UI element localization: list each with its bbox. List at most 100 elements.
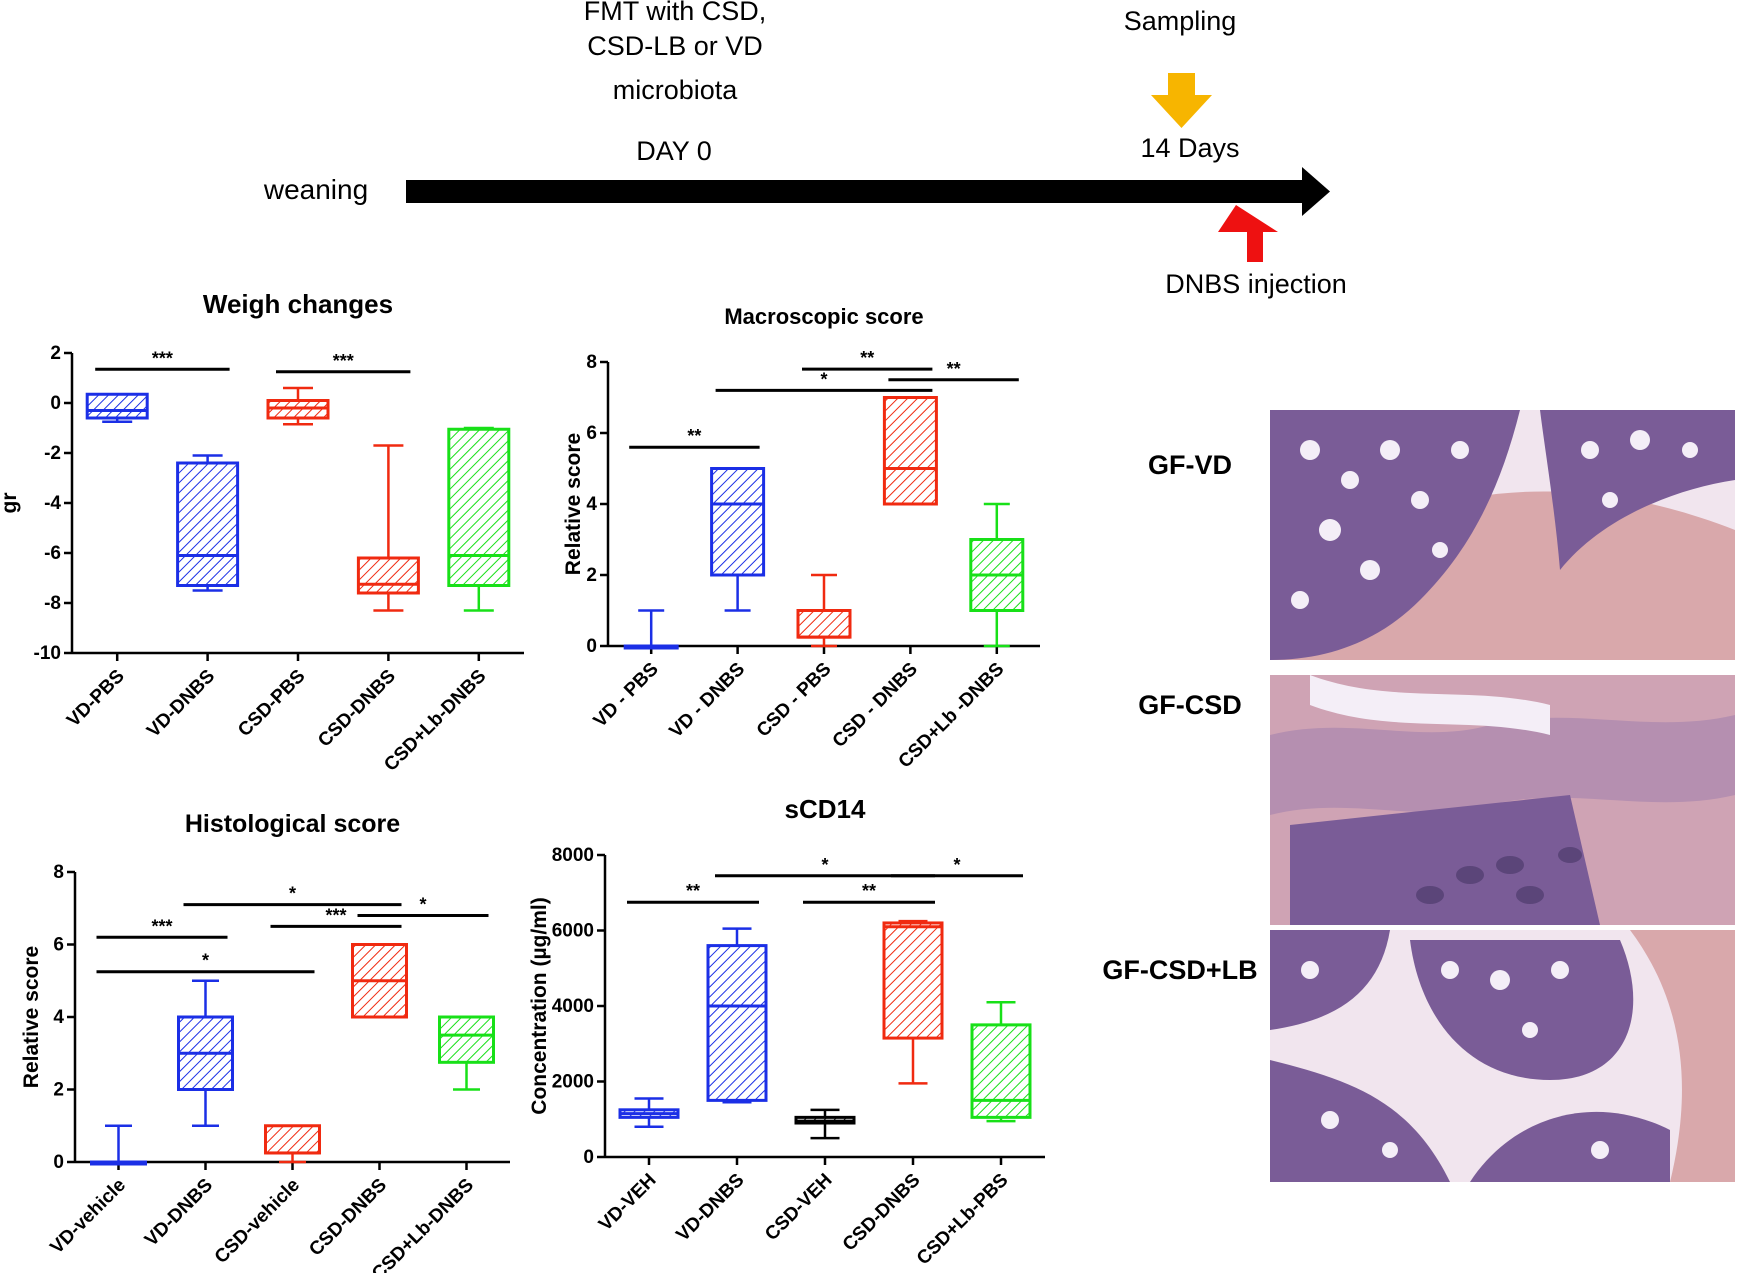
y-tick-label: 0 [586,636,597,657]
fmt-label-line1: FMT with CSD, [584,0,767,26]
chart-title: Weigh changes [203,289,393,319]
box-2 [266,386,330,426]
y-tick-label: 4000 [552,996,594,1017]
x-tick-label: VD - DNBS [666,659,750,743]
y-tick-label: 8000 [552,845,594,866]
box-3 [356,444,420,612]
y-tick-label: 8 [586,352,597,373]
micrograph-label-gf-csd: GF-CSD [1138,690,1242,720]
box-iqr [882,921,944,1040]
x-tick-label: CSD-PBS [234,666,309,741]
micrograph-label-gf-csd-lb: GF-CSD+LB [1102,955,1258,985]
x-tick-label: CSD-DNBS [839,1170,925,1256]
box-iqr [970,1023,1032,1119]
box-1 [176,454,240,592]
y-tick-label: 2 [50,343,61,364]
box-iqr [85,392,149,420]
box-iqr [706,944,768,1102]
timeline-arrowhead [1302,167,1330,216]
box-0 [90,1124,147,1166]
dnbs-arrow-icon [1218,205,1278,262]
box-3 [882,396,938,506]
y-axis-label: Concentration (µg/ml) [528,897,551,1114]
box-iqr [438,1015,495,1064]
y-tick-label: 2 [586,565,597,586]
box-iqr [882,396,938,506]
significance-label: ** [687,426,701,446]
x-tick-label: VD - PBS [590,659,663,732]
y-tick-label: 4 [586,494,597,515]
significance-label: *** [151,916,172,936]
y-tick-label: 2000 [552,1072,594,1093]
box-1 [177,979,234,1127]
box-iqr [710,467,766,577]
box-4 [447,426,511,612]
significance-label: ** [686,881,700,901]
x-tick-label: VD-PBS [63,666,129,732]
box-1 [706,927,768,1104]
y-tick-label: 4 [53,1007,64,1028]
macroscopic-score-chart: Macroscopic score Relative score 0 2 4 6 8 VD -… [562,304,1040,772]
y-tick-label: -6 [44,543,61,564]
y-tick-label: 6 [53,935,64,956]
significance-label: * [820,369,827,389]
sampling-label: Sampling [1124,6,1237,36]
significance-label: *** [152,348,173,368]
y-axis-label: Relative score [20,946,43,1088]
y-tick-label: 2 [53,1080,64,1101]
fmt-label-line2: CSD-LB or VD [587,31,763,61]
significance-label: *** [325,905,346,925]
significance-label: * [289,884,296,904]
x-tick-label: VD-DNBS [143,666,219,742]
box-3 [351,943,408,1019]
box-iqr [796,609,852,639]
box-4 [970,1000,1032,1123]
weaning-label: weaning [263,174,368,205]
x-tick-label: CSD-DNBS [305,1175,391,1261]
y-tick-label: 0 [53,1152,64,1173]
significance-label: ** [862,881,876,901]
y-tick-label: 0 [583,1147,594,1168]
box-4 [969,502,1025,648]
micrograph-gf-csd-lb [1270,930,1735,1182]
x-tick-label: VD-DNBS [141,1175,217,1251]
y-tick-label: 6 [586,423,597,444]
x-tick-label: CSD - PBS [753,659,836,742]
x-tick-label: CSD-vehicle [211,1175,304,1268]
significance-label: ** [860,348,874,368]
box-iqr [176,461,240,587]
chart-title: Macroscopic score [724,304,923,329]
significance-label: * [953,855,960,875]
box-0 [618,1097,680,1129]
timeline-arrow-shaft [406,180,1306,203]
box-2 [796,573,852,648]
chart-title: sCD14 [785,794,866,824]
box-iqr [264,1124,321,1155]
days14-label: 14 Days [1140,133,1239,163]
chart-title: Histological score [185,810,400,838]
box-0 [623,609,679,650]
dnbs-injection-label: DNBS injection [1165,269,1347,299]
y-axis-label: gr [0,493,21,514]
box-0 [85,392,149,423]
micrograph-gf-vd [1270,410,1735,660]
y-tick-label: -10 [34,643,61,664]
significance-label: ** [947,359,961,379]
x-tick-label: CSD - DNBS [829,659,922,752]
histological-score-chart: Histological score Relative score 0 2 4 6 8 VD-… [20,810,510,1273]
x-tick-label: CSD-VEH [761,1170,836,1245]
micrograph-gf-csd [1270,675,1735,925]
box-4 [438,1015,495,1091]
y-tick-label: 0 [50,393,61,414]
box-iqr [447,427,511,587]
x-tick-label: CSD-DNBS [314,666,400,752]
box-1 [710,467,766,612]
significance-label: * [419,895,426,915]
box-2 [794,1108,856,1140]
y-tick-label: -8 [44,593,61,614]
significance-label: *** [333,351,354,371]
fmt-label-line3: microbiota [613,75,739,105]
significance-label: * [821,855,828,875]
significance-label: * [202,951,209,971]
